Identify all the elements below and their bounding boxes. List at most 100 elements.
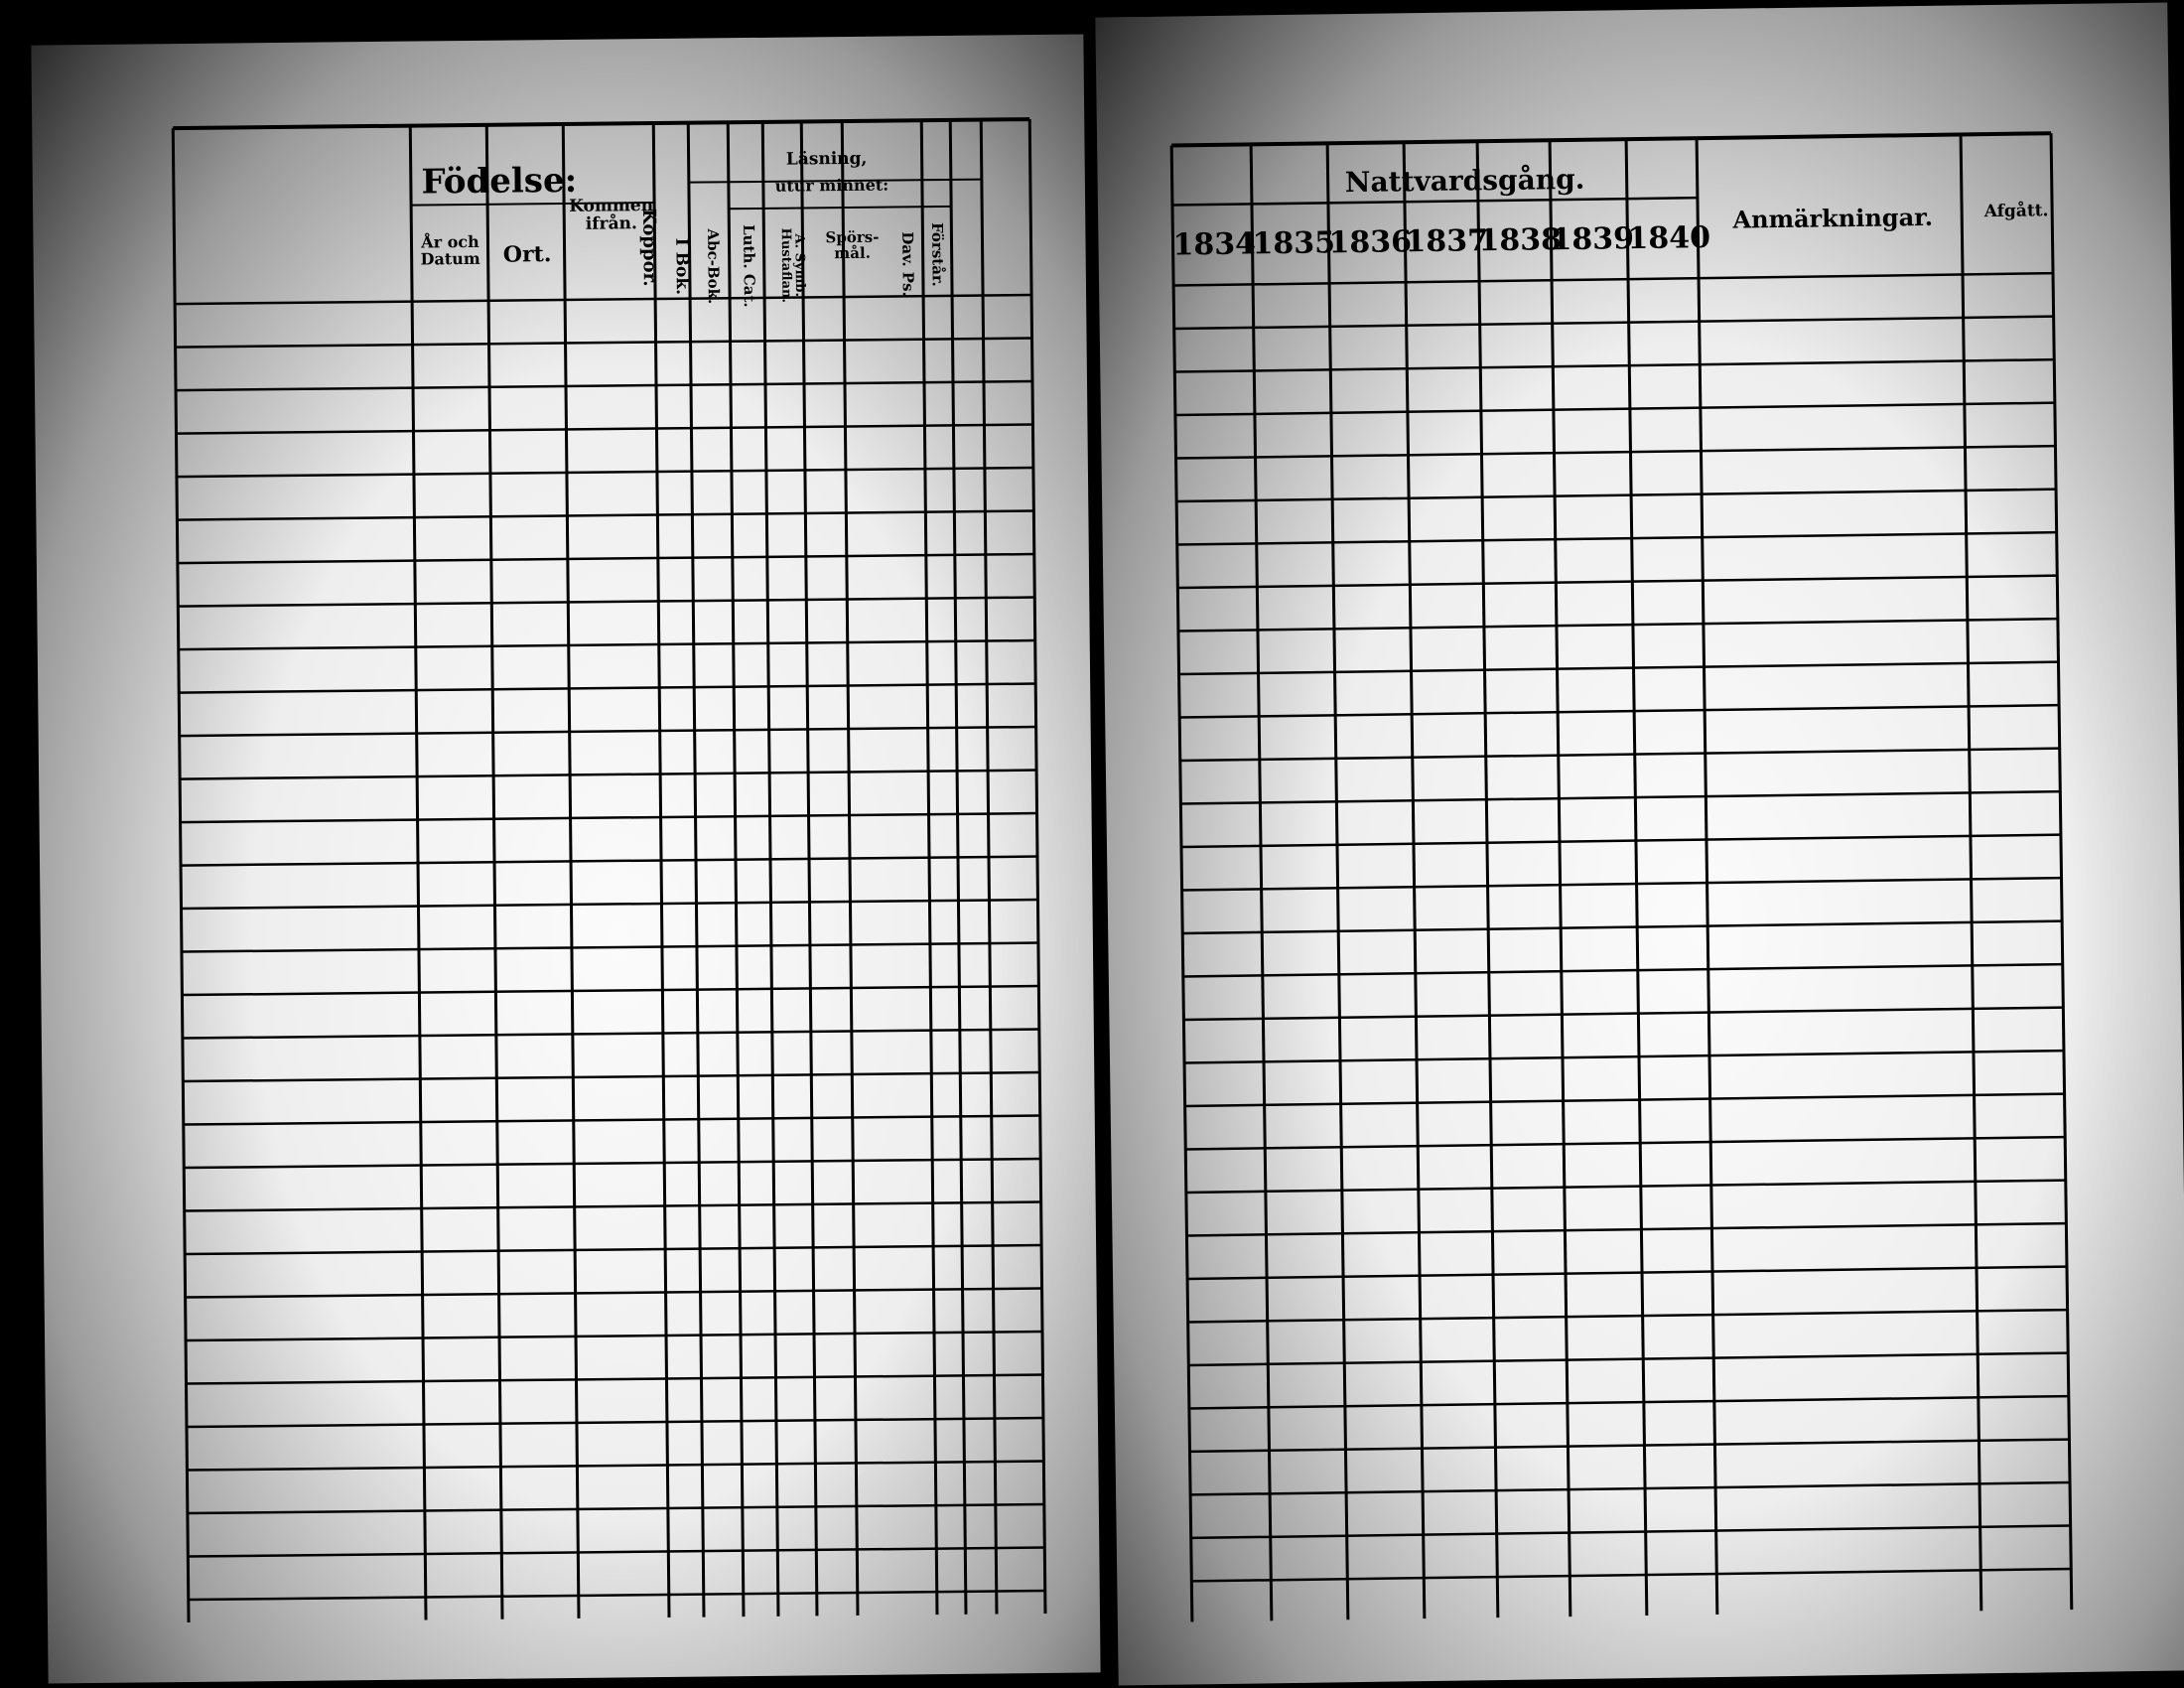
left-row-line: [186, 1373, 1043, 1385]
left-row-line: [181, 941, 1038, 953]
left-table-grid: [171, 117, 1047, 1623]
left-column-line: [651, 123, 671, 1618]
right-column-line: [1624, 139, 1649, 1617]
right-row-line: [1184, 1092, 2065, 1108]
right-column-line: [1548, 140, 1572, 1618]
header-symb-hustaflan: A. Symb. Hustaflan.: [777, 227, 808, 304]
right-row-line: [1177, 574, 2058, 590]
right-table-grid: [1169, 131, 2074, 1622]
left-row-line: [180, 811, 1037, 824]
right-row-line: [1187, 1308, 2068, 1324]
header-nattvardsgang: Nattvardsgång.: [1344, 162, 1585, 200]
left-column-line: [1027, 119, 1047, 1614]
left-column-line: [171, 128, 191, 1623]
right-column-line: [1475, 141, 1500, 1618]
year-header: 1837: [1405, 223, 1489, 260]
left-column-line: [408, 125, 428, 1620]
left-top-line: [173, 117, 1030, 131]
right-row-line: [1185, 1179, 2066, 1195]
right-row-line: [1188, 1394, 2069, 1410]
left-row-line: [183, 1114, 1040, 1126]
left-column-line: [760, 121, 780, 1617]
right-top-line: [1171, 131, 2052, 148]
right-row-line: [1177, 617, 2058, 633]
header-lasning: Läsning,: [785, 148, 868, 170]
left-subheader-line: [688, 178, 982, 184]
left-row-line: [175, 293, 1032, 306]
left-column-line: [840, 121, 860, 1616]
header-luth-cat: Luth. Cat.: [740, 224, 758, 308]
right-row-line: [1188, 1351, 2069, 1367]
right-row-line: [1179, 703, 2060, 719]
right-row-line: [1174, 357, 2055, 373]
right-row-line: [1183, 1006, 2064, 1022]
left-row-line: [187, 1502, 1044, 1515]
left-column-line: [948, 119, 968, 1615]
left-column-line: [484, 124, 504, 1619]
left-row-line: [186, 1416, 1043, 1429]
right-row-line: [1190, 1524, 2071, 1540]
right-row-line: [1174, 401, 2055, 417]
left-row-line: [186, 1330, 1043, 1342]
left-row-line: [183, 1070, 1040, 1083]
left-row-line: [178, 638, 1035, 651]
right-row-line: [1176, 530, 2057, 546]
header-dav-ps: Dav. Ps.: [898, 231, 917, 298]
left-row-line: [181, 855, 1038, 867]
left-column-line: [726, 122, 746, 1618]
left-column-line: [561, 123, 581, 1618]
left-row-line: [184, 1200, 1041, 1212]
left-row-line: [177, 509, 1034, 521]
header-sporsmal: Spörs-mål.: [825, 227, 880, 262]
right-row-line: [1181, 876, 2062, 892]
right-row-line: [1191, 1567, 2072, 1583]
left-row-line: [176, 466, 1033, 479]
left-row-line: [182, 984, 1039, 997]
left-column-line: [979, 119, 999, 1615]
right-row-line: [1182, 962, 2063, 978]
right-page: Nattvardsgång. 1834 1835 1836 1837 1838 1839 1…: [1095, 2, 2184, 1686]
left-subheader-line: [411, 202, 655, 207]
header-ar-datum: År och Datum: [420, 231, 480, 269]
header-fodelse: Födelse:: [421, 160, 578, 203]
left-row-line: [178, 596, 1035, 608]
year-header: 1839: [1551, 221, 1635, 258]
header-afgatt: Afgått.: [1983, 201, 2049, 222]
right-column-line: [1249, 144, 1274, 1621]
right-row-line: [1179, 747, 2060, 763]
right-row-line: [1184, 1049, 2064, 1064]
header-ort: Ort.: [502, 241, 552, 268]
right-row-line: [1180, 833, 2061, 849]
left-row-line: [181, 898, 1038, 911]
left-row-line: [185, 1287, 1042, 1299]
right-column-line: [1695, 138, 1719, 1616]
left-row-line: [180, 769, 1037, 780]
header-i-bok: I Bok.: [671, 238, 692, 296]
year-header: 1834: [1172, 226, 1257, 263]
left-row-line: [188, 1546, 1045, 1558]
right-row-line: [1173, 315, 2054, 331]
left-row-line: [182, 1028, 1039, 1040]
left-row-line: [176, 379, 1033, 392]
right-row-line: [1182, 919, 2063, 935]
header-forstar: Förstår.: [928, 221, 947, 287]
header-koppor: Koppor.: [638, 208, 660, 287]
left-row-line: [179, 682, 1036, 694]
left-row-line: [176, 423, 1033, 435]
left-row-line: [187, 1460, 1044, 1472]
left-row-line: [177, 552, 1034, 565]
right-column-line: [1325, 143, 1350, 1620]
right-row-line: [1173, 271, 2054, 287]
left-column-line: [686, 122, 706, 1618]
right-row-line: [1185, 1135, 2066, 1151]
right-column-line: [1169, 145, 1194, 1622]
left-column-line: [919, 120, 939, 1616]
left-page: Födelse: År och Datum Ort. Kommen ifrån.…: [31, 34, 1101, 1684]
left-row-line: [175, 337, 1032, 349]
right-subheader-line: [1171, 196, 1698, 207]
right-row-line: [1176, 488, 2057, 503]
year-header: 1836: [1328, 224, 1413, 261]
right-column-line: [2049, 133, 2074, 1611]
header-abc-bok: Abc-Bok.: [704, 228, 723, 305]
right-row-line: [1178, 660, 2059, 676]
